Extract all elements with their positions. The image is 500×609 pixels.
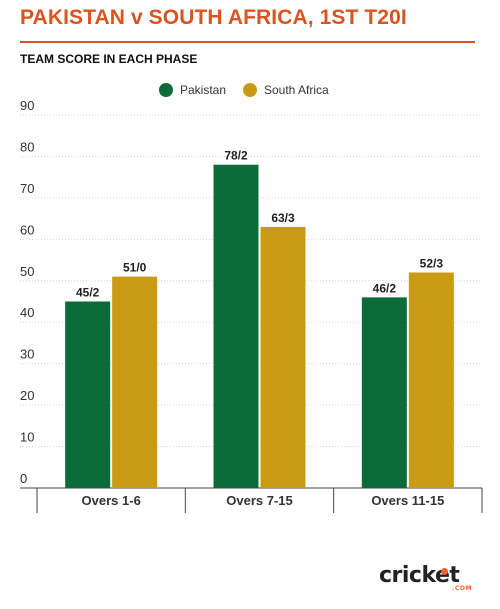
- bar-pakistan: [65, 301, 111, 488]
- x-tick-label: Overs 11-15: [371, 493, 444, 508]
- data-label: 52/3: [420, 256, 444, 270]
- y-tick-label: 60: [20, 222, 34, 237]
- bar-south-africa: [260, 226, 306, 488]
- legend-swatch: [243, 83, 257, 97]
- y-tick-label: 50: [20, 264, 34, 279]
- logo-wordmark: cricket: [379, 563, 460, 588]
- y-tick-label: 40: [20, 305, 34, 320]
- chart-subtitle: TEAM SCORE IN EACH PHASE: [20, 52, 198, 66]
- y-tick-label: 30: [20, 347, 34, 362]
- bar-pakistan: [361, 297, 407, 488]
- y-tick-label: 20: [20, 388, 34, 403]
- data-label: 46/2: [373, 281, 397, 295]
- y-tick-label: 0: [20, 471, 27, 486]
- chart-title: PAKISTAN v SOUTH AFRICA, 1ST T20I: [20, 6, 407, 29]
- data-label: 78/2: [224, 149, 248, 163]
- legend-label: Pakistan: [180, 83, 226, 97]
- y-tick-label: 70: [20, 181, 34, 196]
- y-tick-label: 90: [20, 98, 34, 113]
- legend-swatch: [159, 83, 173, 97]
- x-tick-label: Overs 1-6: [82, 493, 141, 508]
- x-tick-label: Overs 7-15: [226, 493, 293, 508]
- legend-label: South Africa: [264, 83, 329, 97]
- bar-south-africa: [112, 276, 158, 488]
- y-tick-label: 80: [20, 139, 34, 154]
- bar-pakistan: [213, 164, 259, 488]
- y-tick-label: 10: [20, 430, 34, 445]
- bar-south-africa: [408, 272, 454, 488]
- data-label: 63/3: [271, 211, 295, 225]
- title-rule: [20, 41, 475, 43]
- logo-suffix: .COM: [452, 585, 473, 592]
- logo-dot-icon: [441, 568, 448, 575]
- data-label: 45/2: [76, 286, 100, 300]
- cricket-com-logo: cricket .COM: [379, 563, 474, 597]
- data-label: 51/0: [123, 261, 147, 275]
